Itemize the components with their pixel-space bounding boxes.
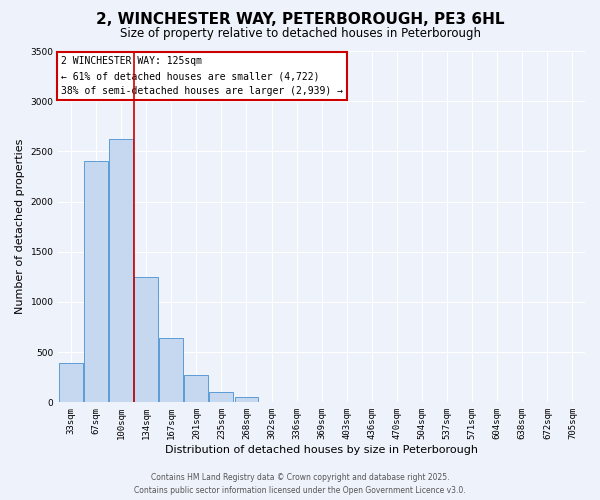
Text: 2, WINCHESTER WAY, PETERBOROUGH, PE3 6HL: 2, WINCHESTER WAY, PETERBOROUGH, PE3 6HL <box>96 12 504 28</box>
Bar <box>109 140 133 402</box>
Bar <box>209 392 233 402</box>
Text: 2 WINCHESTER WAY: 125sqm
← 61% of detached houses are smaller (4,722)
38% of sem: 2 WINCHESTER WAY: 125sqm ← 61% of detach… <box>61 56 343 96</box>
Bar <box>59 363 83 403</box>
Bar <box>235 397 259 402</box>
Text: Size of property relative to detached houses in Peterborough: Size of property relative to detached ho… <box>119 28 481 40</box>
Bar <box>160 338 183 402</box>
Bar <box>134 277 158 402</box>
Bar <box>184 375 208 402</box>
Text: Contains HM Land Registry data © Crown copyright and database right 2025.
Contai: Contains HM Land Registry data © Crown c… <box>134 473 466 495</box>
Y-axis label: Number of detached properties: Number of detached properties <box>15 139 25 314</box>
X-axis label: Distribution of detached houses by size in Peterborough: Distribution of detached houses by size … <box>165 445 478 455</box>
Bar <box>84 162 108 402</box>
